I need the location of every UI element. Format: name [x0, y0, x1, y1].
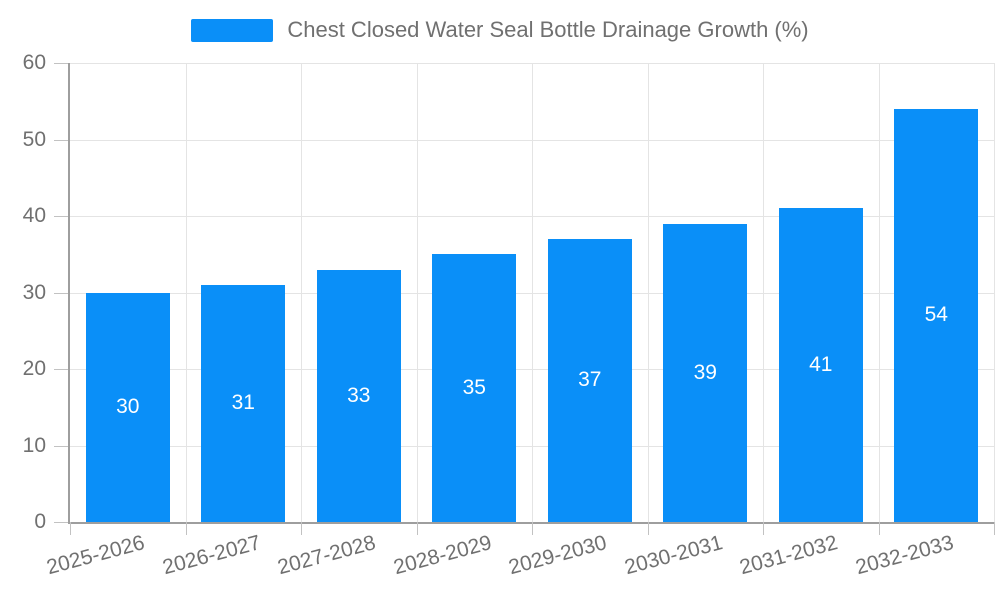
bar-value-label: 35	[462, 376, 486, 400]
y-axis-label: 0	[34, 510, 46, 533]
y-tickmark	[54, 369, 68, 370]
x-tickmark	[416, 522, 418, 535]
y-tickmark	[54, 139, 68, 141]
x-axis-label: 2032-2033	[852, 531, 956, 580]
x-gridline	[878, 63, 880, 522]
y-tickmark	[54, 522, 68, 523]
x-gridline	[416, 63, 418, 522]
x-tickmark	[878, 522, 880, 535]
y-axis-label: 40	[22, 204, 46, 227]
legend-label: Chest Closed Water Seal Bottle Drainage …	[287, 17, 809, 42]
bar-value-label: 33	[347, 383, 371, 407]
y-tickmark	[54, 445, 68, 447]
plot-area: 0 10 20 30 40 50 60 30 2025-2026 31 2026-2027 33 202…	[23, 52, 995, 579]
legend-swatch	[191, 18, 274, 42]
bar-value-label: 37	[578, 368, 602, 392]
bar[interactable]	[778, 208, 863, 522]
x-axis-label: 2028-2029	[390, 531, 494, 580]
y-axis-label: 30	[22, 280, 46, 304]
x-tickmark	[647, 522, 649, 535]
x-gridline	[185, 63, 187, 522]
bar[interactable]	[547, 238, 632, 522]
bar-value-label: 30	[116, 395, 140, 419]
y-axis-label: 50	[22, 127, 46, 151]
bar-value-label: 54	[924, 303, 948, 327]
x-gridline	[647, 63, 649, 522]
x-tickmark	[185, 522, 187, 535]
x-gridline	[763, 63, 764, 522]
bar[interactable]	[316, 269, 401, 522]
bar[interactable]	[894, 108, 979, 522]
x-tickmark	[994, 522, 995, 535]
x-axis-label: 2029-2030	[506, 531, 610, 580]
y-tickmark	[54, 292, 68, 294]
x-axis-label: 2030-2031	[621, 531, 725, 580]
bar-value-label: 31	[231, 391, 255, 415]
x-axis-label: 2025-2026	[44, 531, 148, 580]
x-tickmark	[70, 522, 71, 535]
bar[interactable]	[85, 292, 170, 522]
y-axis-label: 20	[22, 357, 46, 380]
bar-value-label: 41	[809, 353, 833, 377]
y-axis-label: 10	[22, 433, 46, 457]
x-tickmark	[763, 522, 764, 535]
x-axis-label: 2027-2028	[275, 531, 379, 580]
bar[interactable]	[432, 254, 517, 522]
x-tickmark	[532, 522, 533, 535]
bar-value-label: 39	[693, 360, 717, 384]
y-tickmark	[54, 216, 68, 217]
x-gridline	[301, 63, 302, 522]
y-axis-label: 60	[22, 51, 46, 74]
bar[interactable]	[663, 223, 748, 522]
x-gridline	[532, 63, 533, 522]
y-tickmark	[54, 63, 68, 64]
x-axis-label: 2031-2032	[737, 531, 841, 580]
x-gridline	[994, 63, 995, 522]
legend[interactable]: Chest Closed Water Seal Bottle Drainage …	[0, 17, 1000, 43]
x-tickmark	[301, 522, 302, 535]
bar[interactable]	[201, 284, 286, 522]
x-axis-label: 2026-2027	[159, 531, 263, 580]
